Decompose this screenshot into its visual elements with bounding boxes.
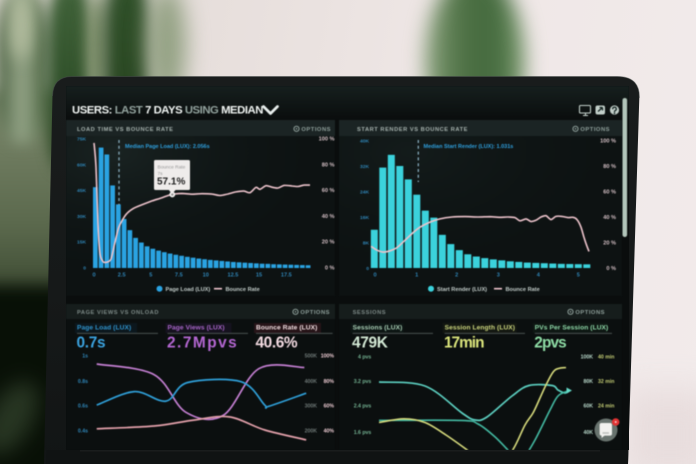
svg-text:LOAD TIME VS BOUNCE RATE: LOAD TIME VS BOUNCE RATE — [77, 127, 174, 133]
svg-text:2: 2 — [455, 273, 458, 279]
svg-text:80%: 80% — [324, 379, 335, 385]
svg-text:5: 5 — [149, 273, 152, 279]
svg-text:60 %: 60 % — [603, 190, 616, 196]
svg-text:1: 1 — [415, 273, 418, 279]
svg-text:START RENDER VS BOUNCE RATE: START RENDER VS BOUNCE RATE — [357, 127, 468, 133]
svg-text:400K: 400K — [305, 379, 318, 385]
svg-text:60K: 60K — [583, 404, 593, 410]
svg-text:300K: 300K — [305, 404, 318, 410]
svg-text:0.8s: 0.8s — [78, 379, 88, 385]
svg-text:24K: 24K — [360, 190, 369, 196]
svg-text:PVs Per Session (LUX): PVs Per Session (LUX) — [535, 325, 609, 332]
svg-text:17min: 17min — [444, 335, 484, 352]
svg-text:80 %: 80 % — [603, 164, 616, 170]
svg-text:0.6s: 0.6s — [78, 404, 88, 410]
svg-text:0: 0 — [92, 273, 95, 279]
svg-text:0: 0 — [83, 266, 86, 272]
svg-text:75K: 75K — [77, 137, 86, 143]
svg-text:Median Page Load (LUX): 2.056s: Median Page Load (LUX): 2.056s — [125, 144, 210, 150]
svg-text:3.2 pvs: 3.2 pvs — [354, 379, 372, 385]
svg-text:0: 0 — [366, 266, 369, 272]
svg-text:10: 10 — [203, 273, 209, 279]
svg-text:Session Length (LUX): Session Length (LUX) — [445, 325, 516, 332]
svg-text:1.6 pvs: 1.6 pvs — [354, 430, 372, 436]
svg-text:7.5: 7.5 — [175, 273, 183, 279]
svg-text:Start Render (LUX): Start Render (LUX) — [437, 287, 487, 293]
svg-text:60%: 60% — [324, 404, 335, 410]
svg-text:4 pvs: 4 pvs — [358, 354, 371, 360]
svg-text:500K: 500K — [305, 353, 318, 359]
svg-text:60K: 60K — [77, 162, 86, 168]
svg-text:80K: 80K — [583, 379, 593, 385]
svg-text:0 %: 0 % — [325, 266, 335, 272]
svg-text:Bounce Rate: Bounce Rate — [226, 287, 260, 293]
svg-text:40K: 40K — [360, 139, 369, 145]
svg-text:0.7s: 0.7s — [77, 335, 106, 352]
svg-text:2pvs: 2pvs — [534, 335, 566, 352]
svg-text:OPTIONS: OPTIONS — [300, 310, 330, 316]
svg-text:40%: 40% — [324, 428, 335, 434]
svg-text:12.5: 12.5 — [227, 273, 238, 279]
svg-text:45K: 45K — [77, 188, 86, 194]
svg-text:100K: 100K — [581, 354, 594, 360]
svg-text:USERS: LAST 7 DAYS USING MEDIA: USERS: LAST 7 DAYS USING MEDIAN — [72, 105, 263, 117]
svg-text:60 %: 60 % — [322, 188, 335, 194]
svg-text:SESSIONS: SESSIONS — [353, 310, 386, 316]
svg-text:40 min: 40 min — [598, 354, 614, 360]
svg-text:479K: 479K — [352, 335, 388, 352]
svg-text:PAGE VIEWS VS ONLOAD: PAGE VIEWS VS ONLOAD — [77, 310, 159, 316]
svg-text:3: 3 — [497, 273, 500, 279]
svg-text:5: 5 — [577, 273, 580, 279]
svg-text:40.6%: 40.6% — [256, 335, 298, 352]
svg-text:24 min: 24 min — [598, 404, 614, 410]
svg-text:4: 4 — [537, 273, 541, 279]
svg-text:15: 15 — [256, 273, 262, 279]
svg-text:100%: 100% — [321, 353, 335, 359]
svg-text:80 %: 80 % — [322, 162, 335, 168]
svg-text:Sessions (LUX): Sessions (LUX) — [353, 325, 403, 332]
svg-text:Median Start Render (LUX): 1.0: Median Start Render (LUX): 1.031s — [424, 144, 514, 150]
svg-text:32K: 32K — [360, 164, 369, 170]
svg-text:40 %: 40 % — [603, 215, 616, 221]
svg-text:1s: 1s — [82, 353, 88, 359]
svg-text:2.4 pvs: 2.4 pvs — [354, 404, 372, 410]
svg-text:8K: 8K — [363, 241, 370, 247]
svg-text:7s: 7s — [158, 171, 164, 177]
svg-text:OPTIONS: OPTIONS — [580, 127, 610, 133]
svg-text:OPTIONS: OPTIONS — [575, 310, 605, 316]
svg-text:57.1%: 57.1% — [157, 177, 185, 188]
svg-text:17.5: 17.5 — [281, 273, 292, 279]
svg-text:30K: 30K — [77, 214, 86, 220]
svg-text:2.5: 2.5 — [118, 273, 126, 279]
svg-text:Bounce Rate: Bounce Rate — [506, 287, 540, 293]
svg-text:Bounce Rate: Bounce Rate — [158, 165, 186, 171]
svg-text:20 %: 20 % — [322, 240, 335, 246]
svg-text:Page Load (LUX): Page Load (LUX) — [77, 325, 131, 332]
svg-text:15K: 15K — [77, 240, 86, 246]
svg-text:OPTIONS: OPTIONS — [301, 127, 331, 133]
svg-text:100 %: 100 % — [600, 139, 616, 145]
svg-text:40 %: 40 % — [322, 214, 335, 220]
svg-text:0: 0 — [373, 273, 376, 279]
svg-text:2.7Mpvs: 2.7Mpvs — [167, 335, 238, 352]
svg-text:Page Views (LUX): Page Views (LUX) — [168, 325, 225, 332]
svg-text:16K: 16K — [360, 215, 369, 221]
svg-text:100 %: 100 % — [319, 137, 335, 143]
svg-text:20 %: 20 % — [603, 241, 616, 247]
svg-text:200K: 200K — [305, 428, 318, 434]
svg-text:40K: 40K — [583, 430, 593, 436]
svg-text:0.4s: 0.4s — [78, 428, 88, 434]
svg-text:Page Load (LUX): Page Load (LUX) — [166, 287, 211, 293]
svg-text:32 min: 32 min — [598, 379, 614, 385]
svg-text:Bounce Rate (LUX): Bounce Rate (LUX) — [256, 325, 317, 332]
svg-text:0 %: 0 % — [606, 266, 616, 272]
